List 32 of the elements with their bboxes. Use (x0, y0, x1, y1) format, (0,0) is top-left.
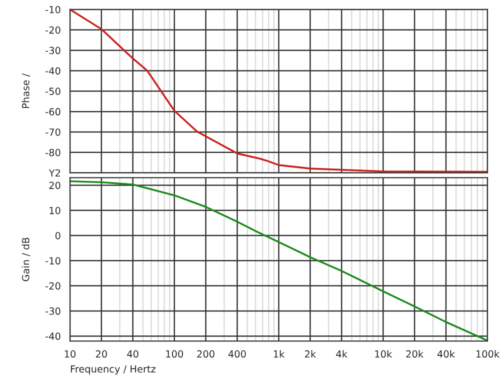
y-tick-label: -60 (46, 108, 60, 116)
y-axis-title: Gain / dB (22, 238, 30, 282)
x-tick-label: 1k (274, 350, 285, 358)
x-tick-label: 400 (228, 350, 246, 358)
x-tick-label: 20k (406, 350, 424, 358)
x-tick-label: 4k (336, 350, 348, 358)
x-tick-label: 100 (166, 350, 184, 358)
y-tick-label: -20 (46, 282, 60, 290)
y-tick-label: -80 (46, 148, 60, 156)
x-axis-title: Frequency / Hertz (70, 365, 156, 374)
y-tick-label: 10 (50, 206, 60, 214)
x-tick-label: 40 (127, 350, 138, 358)
y-tick-label: -70 (46, 128, 60, 136)
y-tick-label: -20 (46, 26, 60, 34)
x-tick-label: 100k (476, 350, 500, 358)
y-tick-label: -40 (46, 67, 60, 75)
y-tick-label: -30 (46, 46, 60, 54)
y-tick-label: -50 (46, 88, 60, 95)
y-axis-title: Phase / (22, 73, 30, 108)
y-tick-label: 20 (49, 182, 60, 190)
y-tick-label: -40 (46, 332, 60, 340)
y-tick-label: Y2 (48, 169, 60, 177)
x-tick-label: 20 (96, 350, 107, 358)
x-tick-label: 200 (197, 350, 214, 358)
x-tick-label: 10k (375, 350, 392, 358)
y-tick-label: -30 (46, 307, 60, 315)
y-tick-label: 0 (55, 232, 60, 240)
x-tick-label: 10 (64, 350, 76, 358)
x-tick-label: 40k (437, 350, 455, 358)
x-tick-label: 2k (304, 350, 316, 358)
y-tick-label: -10 (46, 6, 60, 14)
y-tick-label: -10 (46, 257, 60, 265)
